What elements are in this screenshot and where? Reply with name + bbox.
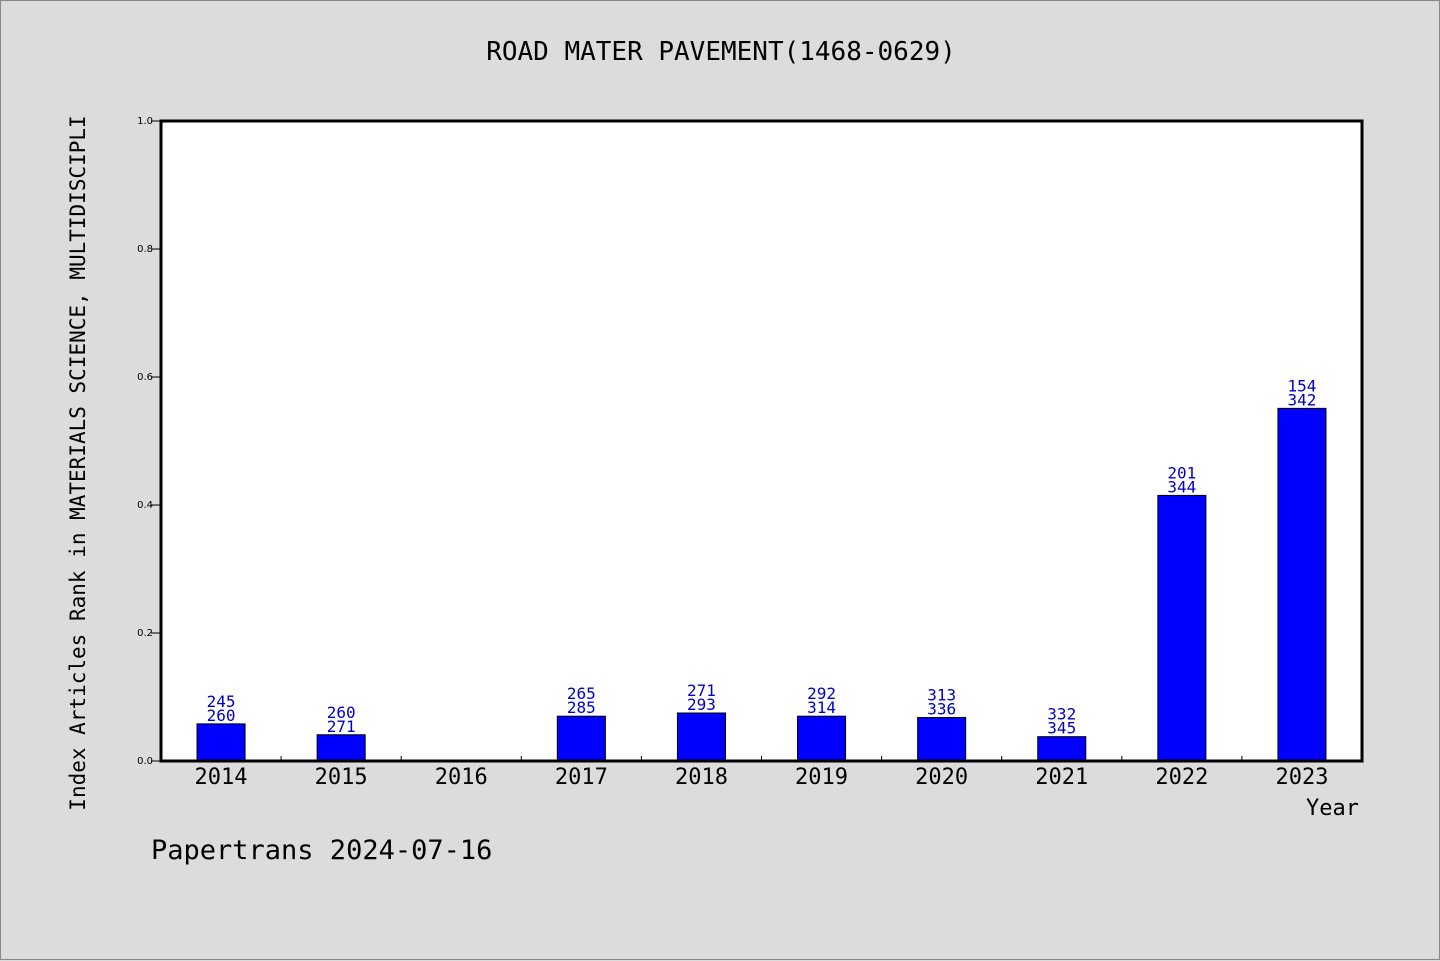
x-axis-label: Year xyxy=(1306,796,1359,821)
bar-data-label: 271 xyxy=(687,681,716,700)
x-tick-label: 2020 xyxy=(915,765,968,790)
x-tick-label: 2019 xyxy=(795,765,848,790)
bar-data-label: 245 xyxy=(207,692,236,711)
bar xyxy=(676,712,726,762)
x-tick-label: 2022 xyxy=(1155,765,1208,790)
bar-data-label: 285 xyxy=(567,698,596,717)
bar-data-label: 332 xyxy=(1047,705,1076,724)
bar xyxy=(1157,494,1207,762)
x-tick-label: 2017 xyxy=(555,765,608,790)
bar xyxy=(1037,736,1087,762)
y-tick-label: 0.8 xyxy=(137,244,153,255)
chart-title: ROAD MATER PAVEMENT(1468-0629) xyxy=(486,37,956,67)
x-tick-label: 2021 xyxy=(1035,765,1088,790)
bar xyxy=(1277,407,1327,762)
bar-data-label: 260 xyxy=(207,706,236,725)
bar-data-label: 345 xyxy=(1047,719,1076,738)
plot-border xyxy=(159,119,1364,763)
bar-data-label: 293 xyxy=(687,695,716,714)
bar xyxy=(556,715,606,762)
x-tick-label: 2023 xyxy=(1275,765,1328,790)
bar-data-label: 342 xyxy=(1287,390,1316,409)
footer-credit: Papertrans 2024-07-16 xyxy=(151,835,493,866)
x-tick-label: 2015 xyxy=(315,765,368,790)
bar-data-label: 271 xyxy=(327,717,356,736)
bar-data-label: 314 xyxy=(807,698,836,717)
y-tick-label: 0.4 xyxy=(137,500,153,511)
bar-data-label: 265 xyxy=(567,684,596,703)
y-tick-label: 0.6 xyxy=(137,372,153,383)
y-tick-label: 0.0 xyxy=(137,756,153,767)
x-tick-label: 2018 xyxy=(675,765,728,790)
y-tick-label: 1.0 xyxy=(137,116,153,127)
bar xyxy=(917,716,967,762)
bar-data-label: 154 xyxy=(1287,376,1316,395)
bar-data-label: 260 xyxy=(327,703,356,722)
x-tick-label: 2016 xyxy=(435,765,488,790)
bar-data-label: 313 xyxy=(927,685,956,704)
bar xyxy=(316,734,366,762)
bar xyxy=(196,723,246,762)
x-tick-label: 2014 xyxy=(195,765,248,790)
y-tick-label: 0.2 xyxy=(137,628,153,639)
bar-data-label: 344 xyxy=(1167,477,1196,496)
bar-data-label: 201 xyxy=(1167,463,1196,482)
bar-data-label: 336 xyxy=(927,699,956,718)
bar-data-label: 292 xyxy=(807,684,836,703)
bar xyxy=(797,715,847,762)
